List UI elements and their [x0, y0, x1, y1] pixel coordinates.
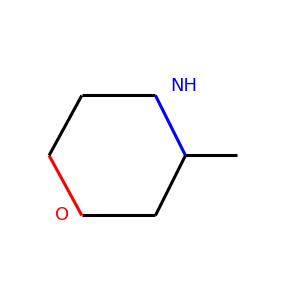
- Text: NH: NH: [170, 77, 197, 95]
- Text: O: O: [56, 206, 70, 224]
